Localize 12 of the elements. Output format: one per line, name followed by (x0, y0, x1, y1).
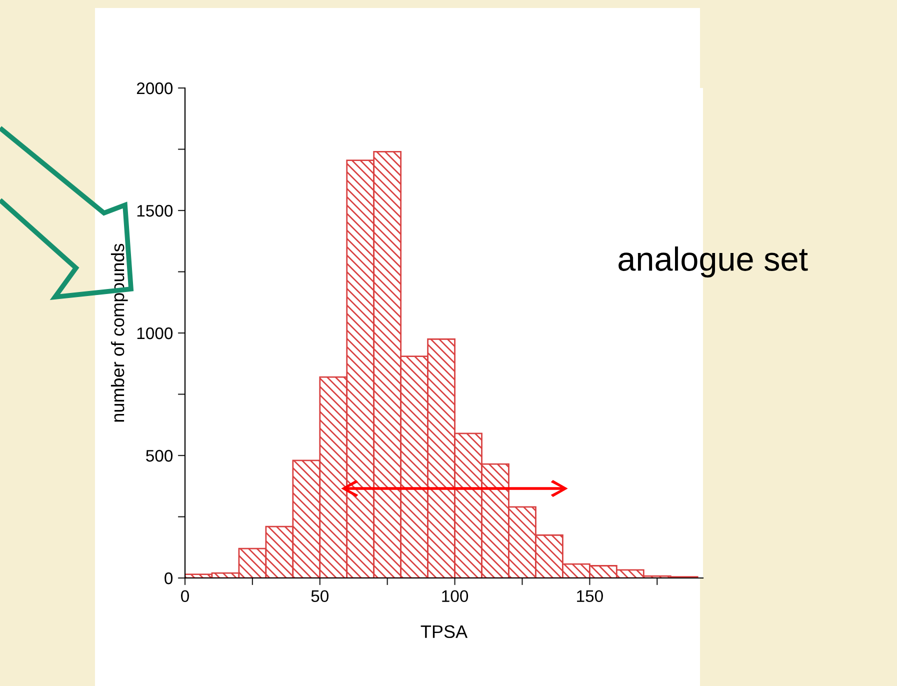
x-tick-label: 100 (442, 590, 468, 602)
y-tick-label: 500 (146, 450, 173, 462)
y-axis-title: number of compounds (110, 244, 128, 422)
y-tick-label: 0 (164, 572, 173, 584)
x-tick-label: 0 (181, 590, 189, 602)
y-tick-label: 1000 (137, 327, 173, 340)
x-tick-label: 50 (311, 590, 329, 602)
y-tick-label: 1500 (137, 204, 173, 217)
annotation: analogue set (618, 246, 808, 278)
x-axis-title: TPSA (420, 625, 468, 638)
x-tick-label: 150 (577, 590, 603, 602)
y-tick-label: 2000 (136, 82, 173, 94)
